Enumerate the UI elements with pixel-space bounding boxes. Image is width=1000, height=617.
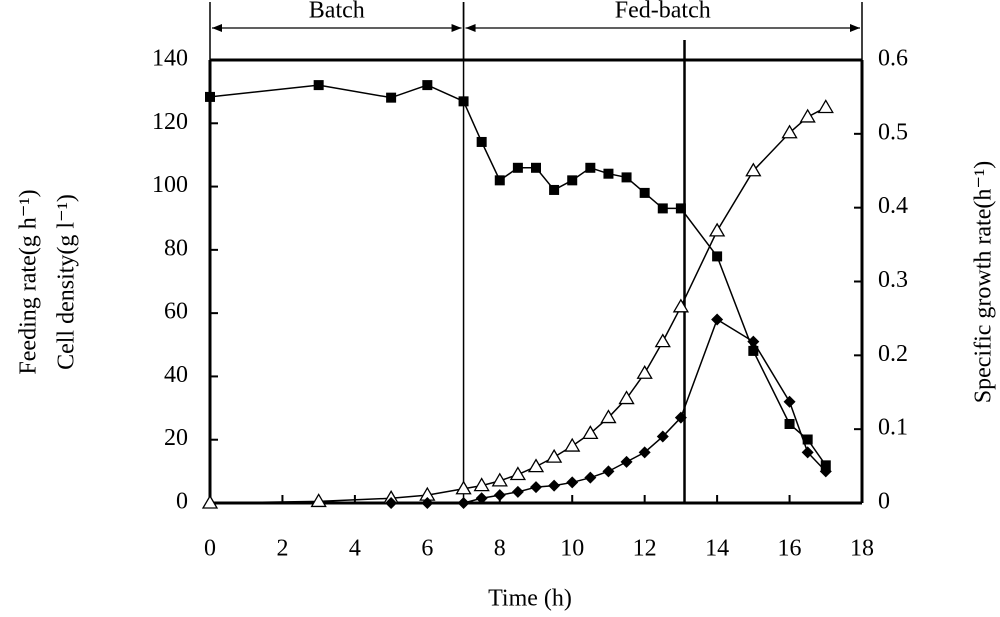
y-tick-label: 140	[152, 46, 188, 72]
marker	[618, 390, 635, 405]
marker	[708, 222, 726, 237]
y2-tick-label: 0.1	[878, 415, 908, 441]
marker	[566, 476, 579, 489]
marker	[458, 96, 469, 107]
y2-tick-label: 0.5	[878, 119, 908, 145]
y-tick-label: 0	[176, 489, 188, 515]
x-tick-label: 4	[349, 536, 361, 562]
marker	[747, 335, 760, 348]
marker	[530, 481, 542, 494]
marker	[476, 136, 487, 147]
x-tick-label: 12	[633, 536, 657, 562]
marker	[657, 203, 668, 214]
marker	[711, 313, 724, 326]
marker	[584, 471, 597, 484]
y-tick-label: 60	[164, 299, 188, 325]
marker	[313, 80, 324, 91]
marker	[421, 497, 434, 509]
y-tick-label: 40	[164, 362, 188, 388]
marker	[582, 425, 599, 440]
y2-tick-label: 0.6	[878, 46, 908, 72]
series-line	[209, 84, 827, 466]
y-tick-label: 80	[164, 235, 188, 261]
x-tick-label: 8	[494, 536, 506, 562]
marker	[801, 446, 814, 459]
marker	[567, 175, 578, 186]
marker	[457, 497, 470, 509]
marker	[201, 494, 219, 509]
phase-label: Batch	[309, 0, 365, 24]
y-tick-label: 20	[164, 425, 188, 451]
series-line	[209, 106, 827, 504]
marker	[531, 162, 541, 173]
marker	[491, 472, 508, 487]
marker	[385, 497, 398, 509]
marker	[600, 409, 617, 424]
y-tick-label: 100	[152, 172, 188, 198]
marker	[672, 298, 690, 313]
marker	[817, 99, 834, 114]
marker	[527, 458, 545, 473]
marker	[545, 448, 563, 463]
marker	[585, 162, 596, 173]
y-axis-label: Cell density(g l⁻¹)	[54, 194, 80, 370]
marker	[549, 184, 560, 195]
marker	[564, 437, 581, 452]
phase-label: Fed-batch	[615, 0, 711, 24]
marker	[602, 465, 615, 478]
marker	[205, 91, 215, 102]
marker	[621, 172, 632, 183]
marker	[799, 108, 816, 123]
marker	[548, 479, 561, 492]
y-tick-label: 120	[152, 109, 188, 135]
marker	[620, 455, 633, 468]
marker	[639, 187, 650, 198]
y-axis-label: Feeding rate(g h⁻¹)	[16, 189, 42, 374]
marker	[512, 162, 523, 173]
marker	[802, 434, 813, 445]
marker	[638, 446, 651, 459]
marker	[473, 477, 490, 492]
marker	[675, 203, 686, 214]
marker	[511, 485, 524, 498]
marker	[783, 395, 796, 408]
marker	[781, 124, 798, 139]
marker	[654, 333, 671, 348]
marker	[422, 80, 433, 91]
marker	[784, 418, 795, 429]
y2-axis-label: Specific growth rate(h⁻¹)	[971, 161, 997, 403]
x-tick-label: 6	[421, 536, 433, 562]
marker	[745, 162, 762, 177]
x-tick-label: 14	[705, 536, 729, 562]
marker	[310, 493, 327, 508]
x-tick-label: 16	[778, 536, 802, 562]
marker	[509, 466, 527, 481]
x-tick-label: 0	[204, 536, 216, 562]
marker	[656, 430, 669, 443]
x-tick-label: 10	[560, 536, 584, 562]
marker	[603, 168, 614, 179]
marker	[494, 175, 505, 186]
marker	[386, 92, 397, 103]
marker	[674, 411, 687, 424]
x-tick-label: 18	[850, 536, 874, 562]
y2-tick-label: 0.3	[878, 267, 908, 293]
marker	[455, 480, 472, 495]
marker	[712, 251, 723, 262]
marker	[475, 492, 488, 505]
marker	[748, 345, 759, 356]
y2-tick-label: 0.2	[878, 341, 908, 367]
x-tick-label: 2	[276, 536, 288, 562]
marker	[493, 489, 506, 502]
y2-tick-label: 0	[878, 489, 890, 515]
y2-tick-label: 0.4	[878, 193, 908, 219]
x-axis-label: Time (h)	[488, 586, 572, 612]
marker	[819, 465, 832, 478]
marker	[820, 460, 831, 471]
marker	[636, 364, 653, 379]
